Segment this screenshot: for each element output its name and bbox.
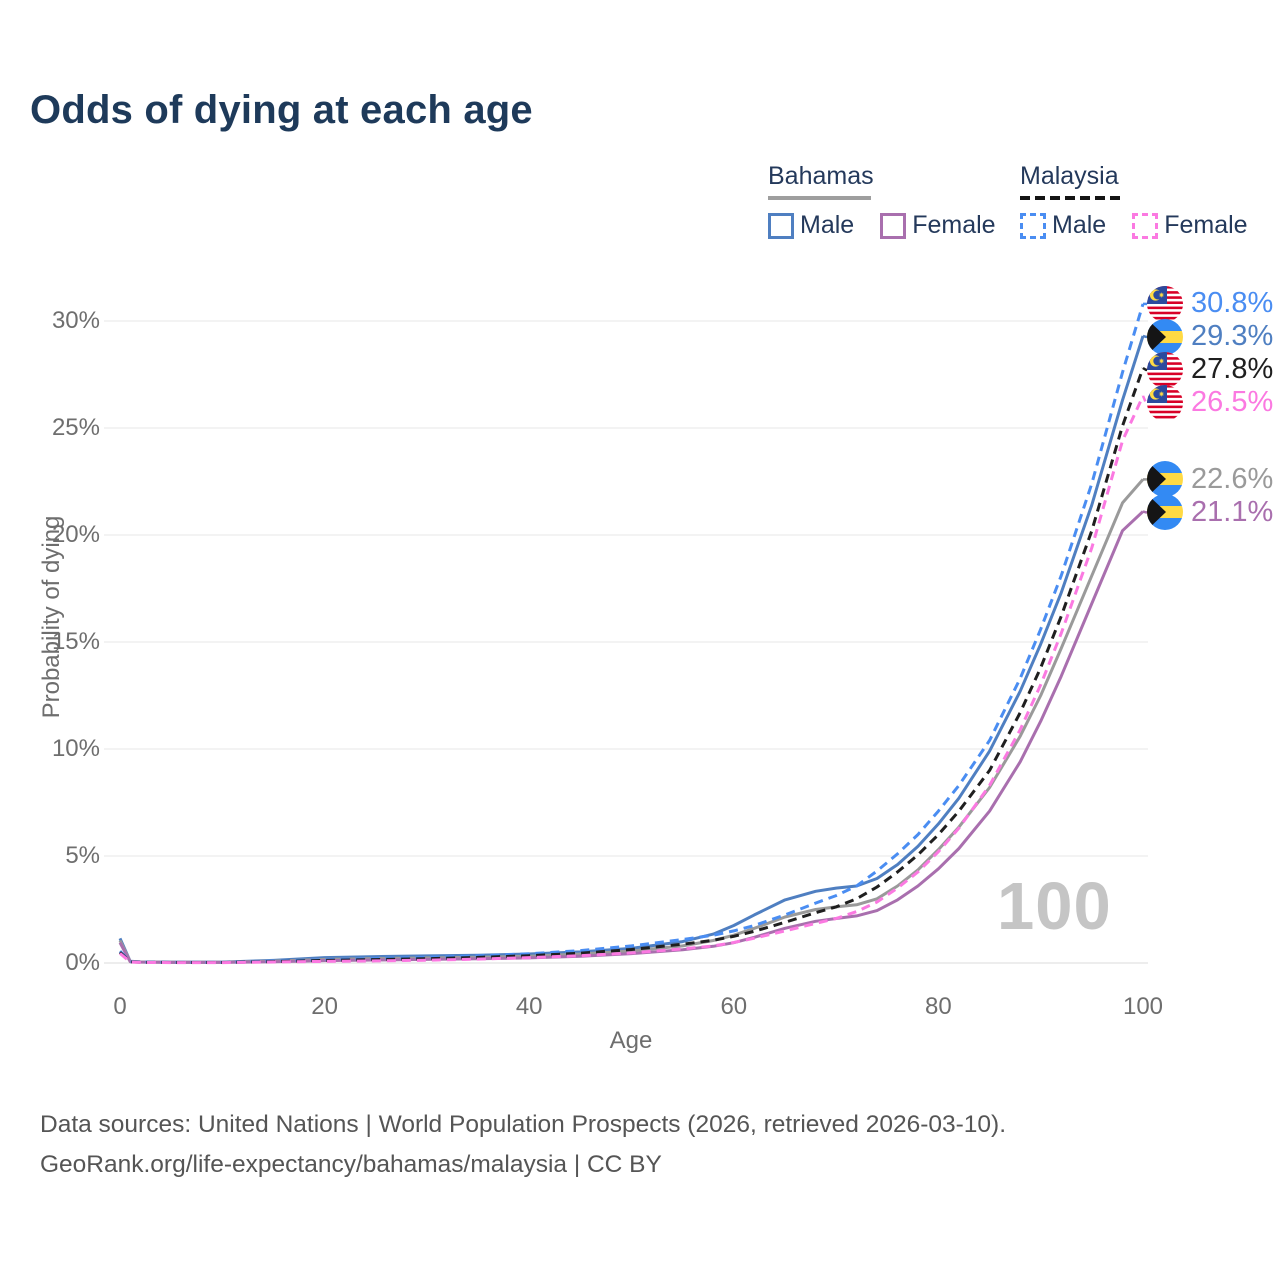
end-label-value-bahamas-all: 22.6% [1191,462,1274,495]
legend-item-malaysia-female-label: Female [1164,211,1248,239]
legend-item-malaysia-male[interactable]: Male [1020,211,1106,240]
footer-attribution: GeoRank.org/life-expectancy/bahamas/mala… [40,1151,662,1178]
page-title: Odds of dying at each age [30,88,533,132]
x-tick-label-60: 60 [720,993,748,1020]
legend-swatch-bahamas-female-icon [880,212,907,239]
flag-bahamas-icon [1147,318,1183,355]
legend-item-bahamas-male[interactable]: Male [768,211,854,240]
end-label-value-malaysia-male: 30.8% [1191,287,1274,320]
end-label-bahamas-female: 21.1% [1147,494,1274,531]
axis-max-watermark: 100 [997,869,1112,944]
legend-item-bahamas-female[interactable]: Female [880,211,996,240]
y-tick-label-20%: 20% [51,521,100,548]
y-tick-label-10%: 10% [51,735,100,762]
end-label-malaysia-female: 26.5% [1147,384,1274,421]
legend-country-bahamas-label: Bahamas [768,162,874,190]
end-label-malaysia-male: 30.8% [1147,285,1274,322]
end-label-value-malaysia-female: 26.5% [1191,386,1274,419]
series-line-bahamas-female[interactable] [118,510,1145,964]
legend-underline-bahamas [768,196,871,200]
legend-country-malaysia-label: Malaysia [1020,162,1119,190]
y-tick-label-30%: 30% [51,307,100,334]
legend-underline-malaysia [1020,196,1123,200]
legend-swatch-malaysia-female-icon [1132,212,1159,239]
legend-item-bahamas-male-label: Male [800,211,855,239]
y-tick-label-0%: 0% [65,949,100,976]
legend-item-bahamas-female-label: Female [912,211,996,239]
flag-malaysia-icon [1147,351,1183,388]
legend-item-malaysia-female[interactable]: Female [1132,211,1248,240]
flag-malaysia-icon [1147,285,1183,322]
y-tick-label-25%: 25% [51,414,100,441]
series-line-bahamas-male[interactable] [118,335,1145,964]
x-axis-title: Age [609,1027,653,1054]
end-leader-malaysia-all [1142,367,1151,372]
legend-item-malaysia-male-label: Male [1052,211,1107,239]
y-tick-label-5%: 5% [65,842,100,869]
x-tick-label-80: 80 [925,993,952,1020]
legend-swatch-malaysia-male-icon [1020,212,1046,239]
series-line-malaysia-female[interactable] [119,395,1145,965]
legend-items-bahamas: Male Female [768,211,996,240]
flag-bahamas-icon [1147,461,1183,498]
y-tick-label-15%: 15% [51,628,100,655]
series-line-bahamas-all[interactable] [118,478,1145,964]
legend: Bahamas Male Female Malaysia [0,162,1280,257]
x-tick-label-0: 0 [113,993,127,1020]
end-label-malaysia-all: 27.8% [1147,351,1274,388]
end-label-bahamas-all: 22.6% [1147,461,1274,498]
legend-items-malaysia: Male Female [1020,211,1248,240]
legend-group-bahamas: Bahamas Male Female [768,162,996,240]
series-line-malaysia-male[interactable] [118,303,1145,964]
end-label-bahamas-male: 29.3% [1147,318,1274,355]
end-label-value-malaysia-all: 27.8% [1191,353,1274,386]
x-tick-label-100: 100 [1122,993,1164,1020]
end-label-value-bahamas-female: 21.1% [1191,495,1274,528]
footer: Data sources: United Nations | World Pop… [40,1105,1006,1185]
series-line-malaysia-all[interactable] [118,367,1145,964]
legend-group-malaysia: Malaysia Male Female [1020,162,1248,240]
x-tick-label-40: 40 [515,993,543,1020]
legend-swatch-bahamas-male-icon [768,212,794,239]
legend-country-bahamas[interactable]: Bahamas [768,162,996,200]
flag-malaysia-icon [1147,384,1183,421]
footer-data-sources: Data sources: United Nations | World Pop… [40,1111,1007,1138]
legend-country-malaysia[interactable]: Malaysia [1020,162,1248,200]
flag-bahamas-icon [1147,494,1183,531]
x-tick-label-20: 20 [311,993,338,1020]
end-label-value-bahamas-male: 29.3% [1191,320,1274,353]
